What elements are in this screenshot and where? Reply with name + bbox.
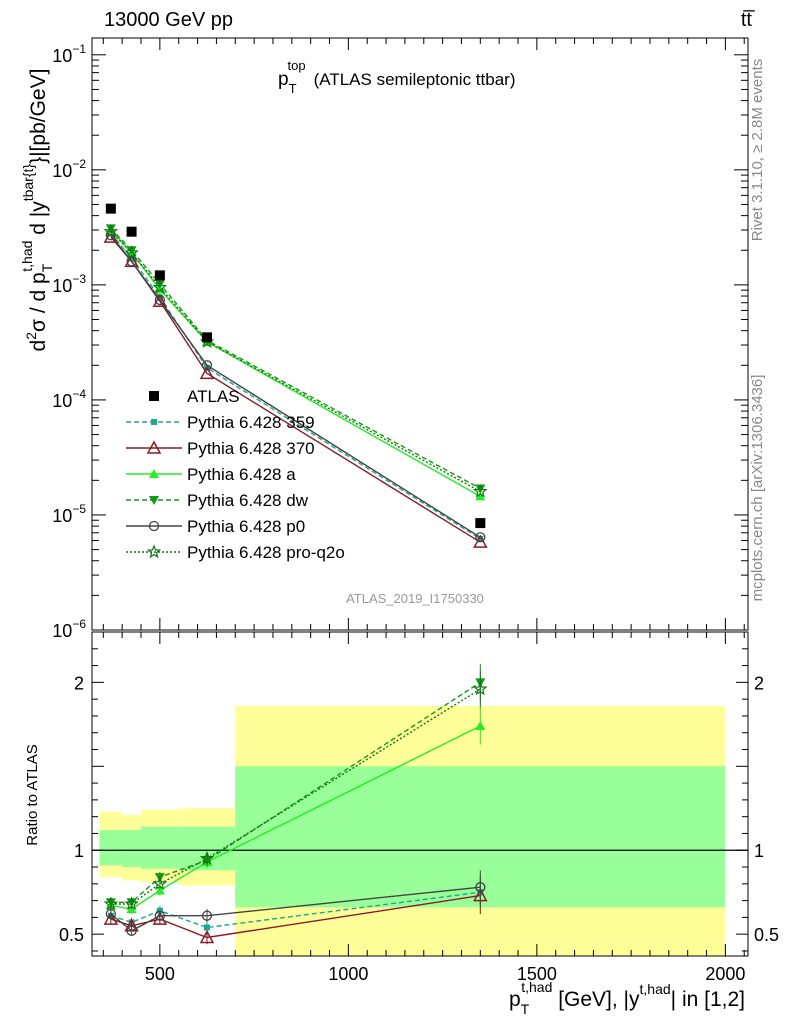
- series-point-p370: [199, 365, 215, 380]
- legend-label-pp0: Pythia 6.428 p0: [187, 517, 305, 536]
- legend-marker-data: [149, 391, 159, 401]
- legend-label-p370: Pythia 6.428 370: [187, 439, 315, 458]
- ratio-band-green: [141, 826, 179, 869]
- ratio-point-pp0: [154, 910, 166, 921]
- legend-marker-p370: [146, 440, 162, 454]
- series-point-pa: [475, 491, 486, 501]
- ratio-point-p370: [199, 929, 215, 944]
- series-point-pdw: [105, 224, 116, 234]
- series-point-p359: [156, 294, 163, 301]
- mcplots-label: mcplots.cern.ch [arXiv:1306.3436]: [749, 375, 766, 602]
- y-tick-label: 10−5: [52, 502, 86, 526]
- x-tick-label: 2000: [705, 964, 745, 984]
- legend-label-pa: Pythia 6.428 a: [187, 465, 296, 484]
- y-tick-label: 10−3: [52, 272, 86, 296]
- y-tick-label: 10−6: [52, 617, 86, 641]
- plot-title-sup: top: [288, 58, 306, 73]
- rivet-version-label: Rivet 3.1.10, ≥ 2.8M events: [749, 59, 766, 242]
- y-tick-label: 10−4: [52, 387, 86, 411]
- legend-marker-pq2o: [146, 544, 162, 559]
- x-tick-label: 1000: [328, 964, 368, 984]
- data-point-atlas: [475, 518, 486, 529]
- legend-label-pdw: Pythia 6.428 dw: [187, 491, 309, 510]
- series-point-pq2o: [152, 279, 168, 294]
- legend: ATLAS Pythia 6.428 359 Pythia 6.428 370 Pyt…: [126, 387, 345, 562]
- data-point-atlas: [201, 332, 212, 343]
- series-point-p359: [477, 535, 484, 542]
- x-axis-label: pTt,had [GeV], |yt,had| in [1,2]: [509, 979, 745, 1017]
- data-point-atlas: [126, 226, 137, 237]
- axes-layer: 500 1000 1500 2000 10−6 10−5 10−4 10−3 10−2 10−1 0…: [52, 37, 779, 984]
- ratio-point-pq2o: [124, 896, 139, 911]
- plot-title: pTtop(ATLAS semileptonic ttbar): [278, 58, 515, 96]
- header-left-label: 13000 GeV pp: [104, 9, 233, 31]
- x-tick-label: 1500: [517, 964, 557, 984]
- series-point-pp0: [154, 294, 166, 306]
- data-point-atlas: [154, 270, 165, 281]
- y-axis-label-main: d2σ / d pTt,had d |ytbar{t}}|[pb/GeV]: [19, 69, 55, 352]
- analysis-watermark: ATLAS_2019_I1750330: [346, 591, 484, 606]
- plot-title-rest: (ATLAS semileptonic ttbar): [314, 70, 516, 89]
- ratio-line-pq2o: [110, 688, 481, 905]
- series-point-pq2o: [103, 224, 119, 238]
- series-point-pp0: [126, 256, 137, 267]
- ratio-point-pp0: [105, 908, 117, 920]
- series-point-pp0: [201, 360, 213, 371]
- data-point-atlas: [105, 203, 116, 214]
- legend-marker-p359: [151, 419, 157, 425]
- series-point-pq2o: [473, 483, 488, 498]
- series-point-pdw: [154, 279, 165, 289]
- main-series-layer: [103, 203, 488, 548]
- header-right-label: tt̅: [741, 9, 755, 31]
- ratio-point-pq2o: [103, 896, 119, 911]
- series-point-pq2o: [124, 245, 139, 260]
- y-axis-label-ratio: Ratio to ATLAS: [24, 744, 41, 845]
- ratio-point-pq2o: [199, 850, 215, 865]
- main-panel-frame: [91, 37, 749, 631]
- y-tick-label: 10−1: [52, 42, 86, 66]
- series-point-p359: [128, 255, 135, 262]
- ratio-point-pp0: [126, 925, 137, 936]
- ratio-series-layer: [103, 663, 488, 945]
- ratio-point-pq2o: [152, 876, 168, 891]
- ratio-point-pa: [154, 885, 165, 895]
- ratio-y-tick-label-left: 1: [74, 841, 84, 861]
- legend-marker-pa: [149, 469, 159, 478]
- ratio-point-pq2o: [473, 681, 488, 696]
- series-point-p370: [152, 293, 168, 308]
- ratio-band-green: [99, 830, 123, 866]
- ratio-uncertainty-bands: [92, 705, 748, 956]
- x-tick-label: 500: [145, 964, 175, 984]
- plot-title-sub: T: [289, 81, 297, 96]
- series-point-pp0: [475, 532, 486, 543]
- ratio-y-tick-label-right: 2: [754, 673, 764, 693]
- legend-label-pq2o: Pythia 6.428 pro-q2o: [187, 543, 345, 562]
- ratio-point-pp0: [201, 910, 213, 921]
- series-point-p370: [473, 534, 488, 548]
- legend-marker-pp0: [148, 520, 160, 532]
- ratio-y-tick-label-left: 2: [74, 673, 84, 693]
- legend-label-data: ATLAS: [187, 387, 240, 406]
- ratio-point-pp0: [475, 882, 486, 893]
- ratio-y-tick-label-left: 0.5: [59, 925, 84, 945]
- ratio-point-pa: [475, 721, 486, 731]
- legend-marker-pdw: [149, 496, 159, 505]
- series-point-pdw: [126, 246, 137, 256]
- ratio-y-tick-label-right: 1: [754, 841, 764, 861]
- series-line-pp0: [110, 234, 481, 538]
- y-tick-label: 10−2: [52, 157, 86, 181]
- ratio-panel-frame: [91, 631, 749, 957]
- ratio-y-tick-label-right: 0.5: [754, 925, 779, 945]
- ratio-band-green: [122, 830, 142, 868]
- ratio-point-p370: [103, 911, 119, 925]
- legend-label-p359: Pythia 6.428 359: [187, 413, 315, 432]
- svg-text:d2σ / d pTt,had d |ytbar{t}}|[: d2σ / d pTt,had d |ytbar{t}}|[pb/GeV]: [19, 69, 55, 352]
- ratio-point-p359: [203, 924, 210, 931]
- series-point-pdw: [475, 484, 486, 494]
